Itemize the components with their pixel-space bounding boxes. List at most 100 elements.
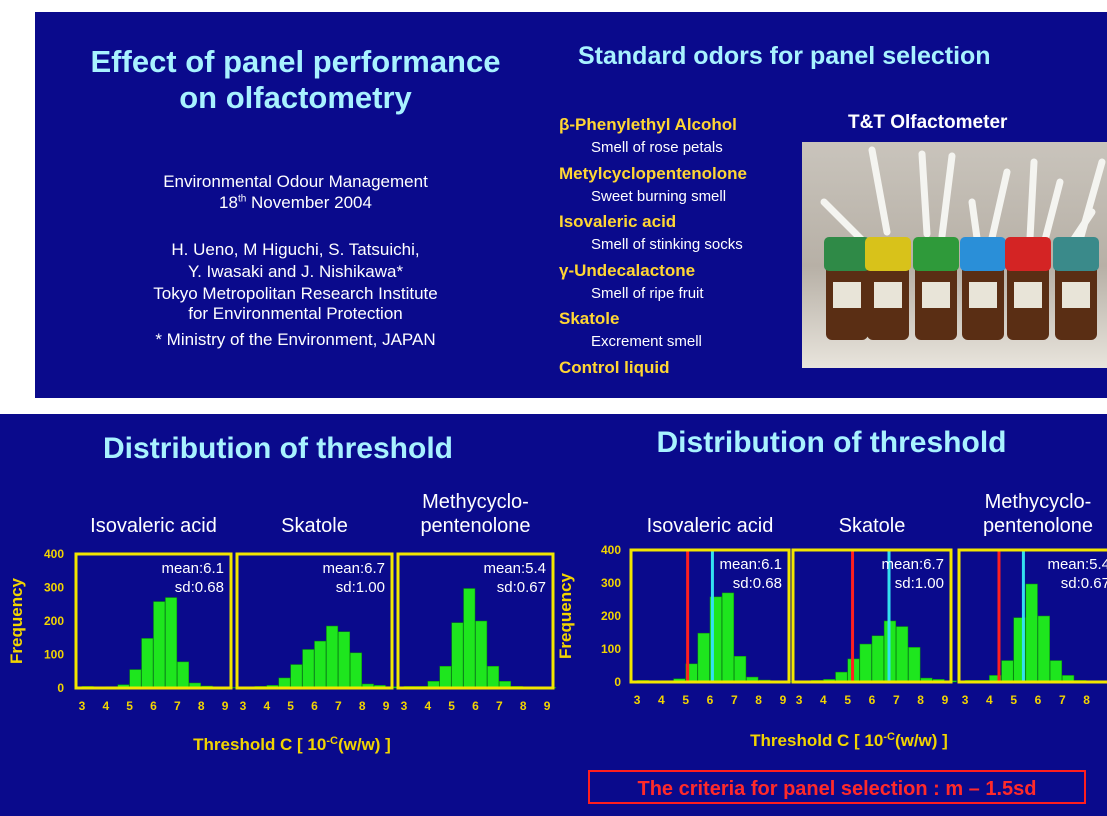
sd-label: sd:0.67 bbox=[497, 579, 546, 596]
x-tick-label: 6 bbox=[1035, 693, 1042, 707]
odor-name: γ-Undecalactone bbox=[559, 260, 696, 280]
x-tick-label: 7 bbox=[893, 693, 900, 707]
odor-name: β-Phenylethyl Alcohol bbox=[559, 115, 737, 134]
y-tick-label: 100 bbox=[44, 648, 64, 662]
bottle-cap bbox=[960, 237, 1006, 271]
authors-line-1: H. Ueno, M Higuchi, S. Tatsuichi, bbox=[171, 240, 420, 259]
x-tick-label: 3 bbox=[79, 699, 86, 713]
y-tick-label: 300 bbox=[44, 581, 64, 595]
histogram-bar bbox=[314, 640, 327, 689]
x-tick-label: 7 bbox=[335, 699, 342, 713]
x-tick-label: 8 bbox=[1083, 693, 1090, 707]
panel-frame bbox=[235, 552, 394, 690]
bottle bbox=[960, 237, 1006, 340]
y-tick-label: 300 bbox=[601, 576, 621, 590]
bottle-cap bbox=[913, 237, 959, 271]
panel-title: Methycyclo- bbox=[985, 491, 1092, 513]
panel-frame bbox=[957, 548, 1107, 684]
y-tick-label: 0 bbox=[57, 681, 64, 695]
panel-title: pentenolone bbox=[983, 515, 1093, 537]
histogram-bar bbox=[1025, 583, 1038, 683]
sd-label: sd:1.00 bbox=[895, 575, 944, 592]
y-axis-label: Frequency bbox=[556, 572, 575, 659]
odor-description: Smell of stinking socks bbox=[591, 236, 743, 253]
y-tick-label: 400 bbox=[44, 547, 64, 561]
panel-title: Isovaleric acid bbox=[647, 515, 774, 537]
histogram-bar bbox=[278, 677, 291, 689]
histogram-bar bbox=[1001, 660, 1014, 683]
histogram-bar bbox=[177, 661, 190, 689]
x-tick-label: 8 bbox=[198, 699, 205, 713]
bottle bbox=[1053, 237, 1099, 340]
x-tick-label: 5 bbox=[844, 693, 851, 707]
mean-label: mean:5.4 bbox=[483, 560, 546, 577]
odor-description: Smell of ripe fruit bbox=[591, 284, 704, 302]
x-tick-label: 5 bbox=[448, 699, 455, 713]
x-tick-label: 9 bbox=[780, 693, 787, 707]
y-axis-label: Frequency bbox=[7, 577, 26, 664]
histogram-bar bbox=[141, 638, 154, 689]
slide-title: Standard odors for panel selection bbox=[578, 42, 991, 70]
x-tick-label: 6 bbox=[869, 693, 876, 707]
x-tick-label: 3 bbox=[796, 693, 803, 707]
x-axis-label: Threshold C [ 10-C(w/w) ] bbox=[750, 731, 948, 750]
bottle-label bbox=[922, 282, 950, 308]
standard-odors-slide: Standard odors for panel selection β-Phe… bbox=[556, 12, 1107, 398]
odor-description: Excrement smell bbox=[591, 333, 702, 350]
histogram-bar bbox=[487, 665, 500, 689]
sd-label: sd:1.00 bbox=[336, 579, 385, 596]
x-tick-label: 4 bbox=[263, 699, 270, 713]
threshold-distribution-chart: Frequency 0 100 200 300 400 3 4 5 6 7 8 9 Isovaleric … bbox=[7, 491, 556, 754]
sd-label: sd:0.68 bbox=[175, 579, 224, 596]
x-tick-label: 6 bbox=[707, 693, 714, 707]
slide-title: Distribution of threshold bbox=[656, 426, 1007, 459]
panel-title: Skatole bbox=[839, 515, 906, 537]
y-tick-label: 100 bbox=[601, 642, 621, 656]
x-tick-label: 3 bbox=[962, 693, 969, 707]
panel-title: pentenolone bbox=[420, 515, 530, 537]
event-name: Environmental Odour Management bbox=[163, 172, 428, 191]
x-tick-label: 8 bbox=[917, 693, 924, 707]
affiliation-line-2: for Environmental Protection bbox=[188, 304, 403, 323]
distribution-slide-criteria: Distribution of threshold Frequency 0 100 2… bbox=[556, 414, 1107, 816]
affiliation-line-1: Tokyo Metropolitan Research Institute bbox=[153, 284, 438, 303]
x-tick-label: 3 bbox=[240, 699, 247, 713]
mean-label: mean:6.1 bbox=[719, 556, 782, 573]
x-tick-label: 4 bbox=[102, 699, 109, 713]
odor-name: Isovaleric acid bbox=[559, 212, 677, 231]
x-tick-label: 7 bbox=[1059, 693, 1066, 707]
x-tick-label: 4 bbox=[820, 693, 827, 707]
odor-name: Skatole bbox=[559, 309, 620, 328]
histogram-bar bbox=[721, 592, 735, 683]
bottle bbox=[913, 237, 959, 340]
x-tick-label: 5 bbox=[126, 699, 133, 713]
y-tick-label: 200 bbox=[44, 614, 64, 628]
panel-title: Isovaleric acid bbox=[90, 515, 217, 537]
x-tick-label: 8 bbox=[520, 699, 527, 713]
histogram-bar bbox=[475, 620, 488, 689]
slide-title: Effect of panel performance on olfactome… bbox=[35, 44, 556, 115]
odor-name: Metylcyclopentenolone bbox=[559, 163, 747, 183]
slide-title: Distribution of threshold bbox=[103, 432, 453, 465]
y-tick-label: 200 bbox=[601, 609, 621, 623]
mean-label: mean:5.4 bbox=[1047, 556, 1107, 573]
x-tick-label: 8 bbox=[359, 699, 366, 713]
title-line-1: Effect of panel performance bbox=[90, 44, 501, 79]
olfactometer-photo bbox=[802, 142, 1107, 368]
x-tick-label: 7 bbox=[496, 699, 503, 713]
histogram-bar bbox=[153, 601, 166, 689]
histogram-bar bbox=[1049, 660, 1063, 683]
x-tick-label: 6 bbox=[472, 699, 479, 713]
panel-title: Skatole bbox=[281, 515, 348, 537]
bottle-cap bbox=[1053, 237, 1099, 271]
histogram-bar bbox=[896, 626, 909, 683]
x-tick-label: 9 bbox=[222, 699, 229, 713]
x-tick-label: 7 bbox=[174, 699, 181, 713]
x-axis-label: Threshold C [ 10-C(w/w) ] bbox=[193, 735, 391, 754]
bottle-label bbox=[1014, 282, 1042, 308]
odor-description: Sweet burning smell bbox=[591, 187, 727, 205]
odor-name: Control liquid bbox=[559, 357, 670, 377]
x-tick-label: 4 bbox=[658, 693, 665, 707]
y-tick-label: 400 bbox=[601, 543, 621, 557]
y-tick-label: 0 bbox=[614, 675, 621, 689]
